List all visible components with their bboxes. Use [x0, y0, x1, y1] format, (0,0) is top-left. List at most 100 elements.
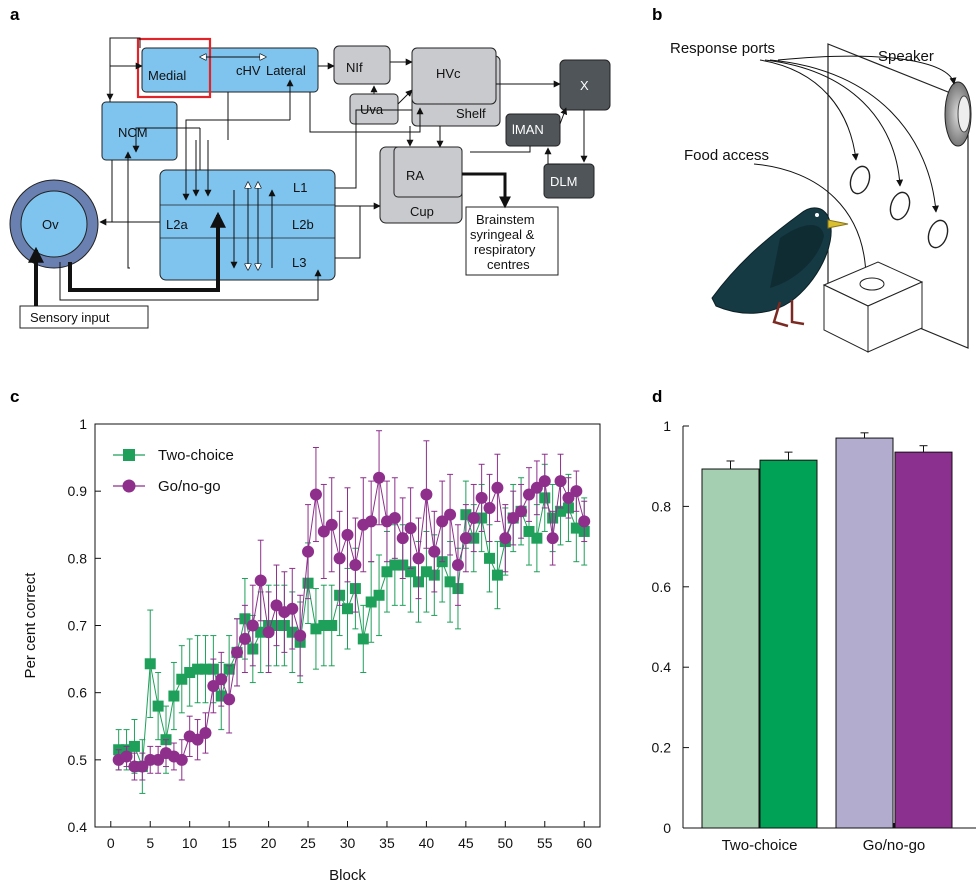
data-point	[507, 512, 520, 525]
x-tick-label: 40	[419, 835, 435, 851]
y-tick-label: 0.6	[68, 685, 88, 701]
data-point	[420, 488, 433, 501]
x-tick-label: 15	[221, 835, 237, 851]
medial-label: Medial	[148, 68, 186, 83]
sensory-input-box	[19, 305, 149, 329]
data-point	[349, 559, 362, 572]
brainstem-line-2: syringeal &	[470, 227, 535, 242]
sensory-input-label: Sensory input	[30, 310, 110, 325]
shelf-label: Shelf	[456, 106, 486, 121]
data-point	[444, 508, 457, 521]
l2b-label: L2b	[292, 217, 314, 232]
y-tick-label: 1	[663, 418, 671, 434]
ra-label: RA	[406, 168, 424, 183]
y-tick-label: 0.7	[68, 618, 88, 634]
legend-label: Go/no-go	[158, 478, 221, 495]
lman-label: lMAN	[512, 122, 544, 137]
data-point	[428, 545, 441, 558]
data-point	[459, 532, 472, 545]
ov-nucleus	[20, 190, 88, 258]
panel-b-label: b	[652, 5, 662, 24]
data-point	[554, 475, 567, 488]
data-point	[570, 485, 583, 498]
data-point	[365, 515, 378, 528]
data-point	[207, 679, 220, 692]
data-point	[262, 626, 275, 639]
data-point	[223, 693, 236, 706]
y-tick-label: 0.9	[68, 483, 88, 499]
x-tick-label: 30	[340, 835, 356, 851]
data-point	[136, 760, 149, 773]
panel-d-label: d	[652, 387, 662, 406]
legend-marker	[123, 449, 135, 461]
x-tick-label: 55	[537, 835, 553, 851]
chart-d: 0 0.2 0.4 0.6 0.8 1 Two-choice Go/no-go	[652, 418, 976, 854]
starling-icon	[711, 207, 849, 328]
lateral-label: Lateral	[266, 63, 306, 78]
l2a-label: L2a	[166, 217, 188, 232]
data-point	[555, 505, 567, 517]
brainstem-line-1: Brainstem	[476, 212, 535, 227]
x-axis-label: Block	[329, 867, 366, 884]
y-tick-label: 0.8	[652, 498, 672, 514]
data-point	[191, 733, 204, 746]
panel-c-label: c	[10, 387, 19, 406]
y-tick-label: 1	[79, 416, 87, 432]
ov-label: Ov	[42, 217, 59, 232]
data-point	[491, 569, 503, 581]
data-point	[294, 629, 307, 642]
data-point	[530, 481, 543, 494]
data-point	[333, 552, 346, 565]
data-point	[467, 512, 480, 525]
response-port-centre	[889, 191, 911, 221]
data-point	[192, 663, 204, 675]
data-point	[231, 646, 244, 659]
data-point	[531, 532, 543, 544]
response-port-left	[849, 165, 871, 195]
hvc-box	[411, 47, 497, 105]
data-point	[412, 552, 425, 565]
food-access-label: Food access	[684, 147, 769, 164]
data-point	[546, 532, 559, 545]
bar-3	[835, 437, 894, 829]
panel-a-label: a	[10, 5, 20, 24]
data-point	[538, 475, 551, 488]
data-point	[309, 488, 322, 501]
data-point	[215, 673, 228, 686]
panel-a-connections	[28, 37, 588, 306]
x-tick-label: 25	[300, 835, 316, 851]
data-point	[357, 633, 369, 645]
data-point	[522, 488, 535, 501]
data-point	[144, 658, 156, 670]
response-port-right	[927, 219, 949, 249]
data-point	[270, 599, 283, 612]
chv-region	[141, 47, 319, 93]
bar-2	[759, 459, 818, 829]
panel-d: d 0 0.2 0.4 0.6 0.8 1 Two-choice Go/no-go	[652, 387, 976, 854]
data-point	[388, 512, 401, 525]
data-point	[404, 522, 417, 535]
brainstem-line-3: respiratory	[474, 242, 536, 257]
y-tick-label: 0.5	[68, 752, 88, 768]
data-point	[578, 515, 591, 528]
legend-marker	[122, 479, 136, 493]
y-tick-label: 0.4	[68, 819, 88, 835]
cup-label: Cup	[410, 204, 434, 219]
x-tick-label: 45	[458, 835, 474, 851]
data-point	[310, 623, 322, 635]
data-point	[176, 673, 188, 685]
x-tick-label: 35	[379, 835, 395, 851]
data-point	[523, 525, 535, 537]
data-point	[483, 501, 496, 514]
y-axis-label: Per cent correct	[22, 572, 39, 679]
data-point	[515, 505, 528, 518]
dlm-box	[543, 163, 595, 199]
data-point	[152, 753, 165, 766]
dlm-label: DLM	[550, 174, 577, 189]
data-point	[199, 663, 211, 675]
ncm-box	[101, 101, 178, 161]
bar-1	[701, 468, 760, 829]
brainstem-line-4: centres	[487, 257, 530, 272]
data-point	[499, 532, 512, 545]
chv-label: cHV	[236, 63, 261, 78]
